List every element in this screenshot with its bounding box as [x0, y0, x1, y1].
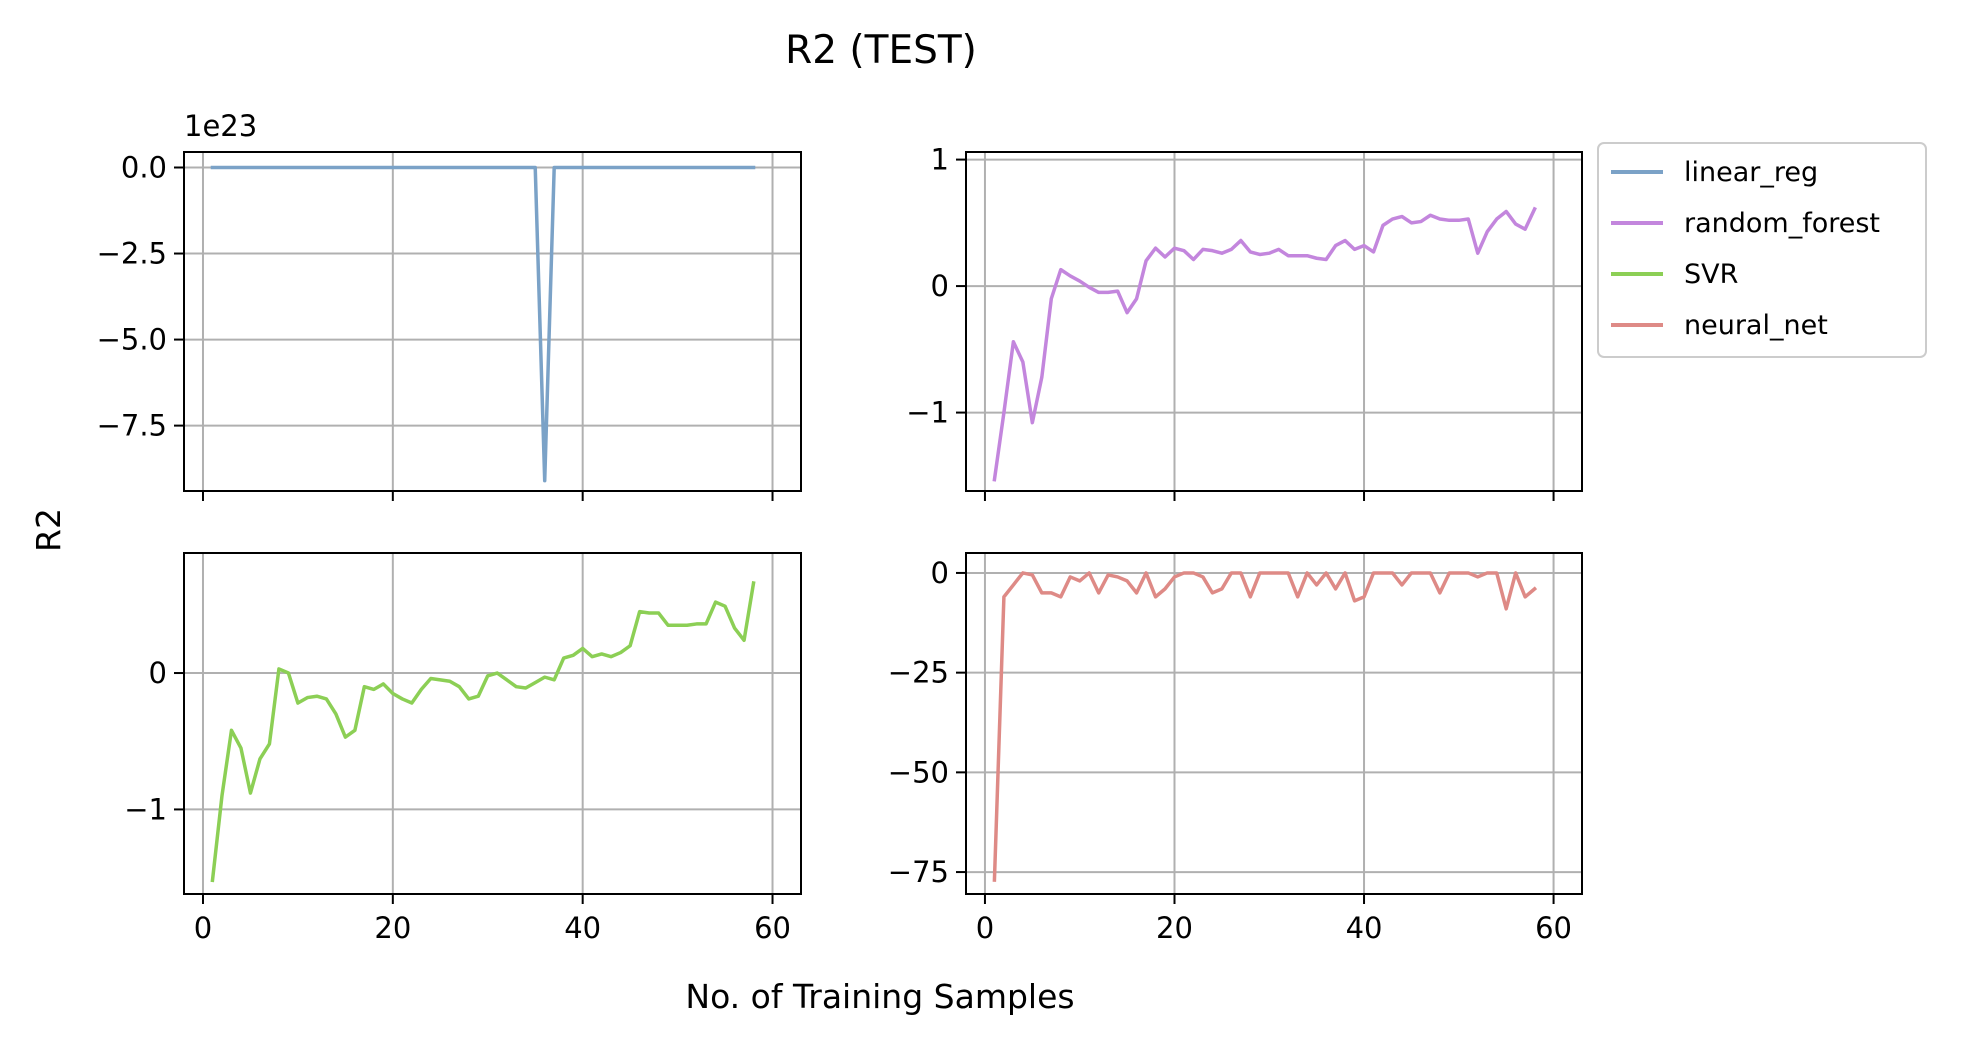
x-tick-label: 0: [194, 911, 212, 945]
axis-offset-text: 1e23: [184, 109, 257, 143]
y-tick-label: −1: [124, 792, 167, 826]
y-tick-label: 0.0: [121, 150, 167, 184]
legend: linear_reg random_forest SVR neural_net: [1597, 142, 1927, 358]
legend-label-neural-net: neural_net: [1684, 310, 1828, 341]
axes-frame: [965, 151, 1583, 492]
legend-frame: [1597, 142, 1927, 358]
y-tick-label: 0: [149, 656, 167, 690]
x-tick-label: 20: [374, 911, 411, 945]
panel-top-right: 1 0 −1: [906, 143, 1583, 501]
x-tick-label: 20: [1156, 911, 1193, 945]
y-tick-label: −75: [888, 855, 949, 889]
panel-top-left: 0.0 −2.5 −5.0 −7.5 1e23: [97, 109, 802, 501]
panel-bottom-left: 0 20 40 60 0 −1: [124, 552, 802, 945]
y-tick-label: −25: [888, 656, 949, 690]
axes-frame: [965, 552, 1583, 895]
legend-label-random-forest: random_forest: [1684, 208, 1880, 239]
y-tick-label: 1: [931, 143, 949, 177]
y-tick-label: 0: [931, 269, 949, 303]
x-tick-label: 40: [564, 911, 601, 945]
axes-frame: [183, 151, 802, 492]
y-tick-label: −5.0: [97, 323, 167, 357]
legend-label-linear-reg: linear_reg: [1684, 157, 1818, 188]
series-line-neural-net: [992, 571, 1538, 882]
y-tick-label: −50: [888, 755, 949, 789]
y-axis-label: R2: [29, 508, 68, 552]
panel-bottom-right: 0 20 40 60 0 −25 −50 −75: [888, 552, 1583, 945]
y-tick-label: 0: [931, 556, 949, 590]
x-tick-label: 60: [1535, 911, 1572, 945]
y-tick-label: −1: [906, 396, 949, 430]
x-tick-label: 0: [976, 911, 994, 945]
legend-label-SVR: SVR: [1684, 259, 1738, 290]
series-line-SVR: [210, 580, 756, 883]
x-tick-label: 60: [754, 911, 791, 945]
y-tick-label: −2.5: [97, 237, 167, 271]
figure-title: R2 (TEST): [785, 28, 977, 73]
series-line-random-forest: [992, 206, 1537, 482]
axes-frame: [183, 552, 802, 895]
y-tick-label: −7.5: [97, 409, 167, 443]
series-line-linear-reg: [210, 165, 756, 483]
x-tick-label: 40: [1346, 911, 1383, 945]
x-axis-label: No. of Training Samples: [685, 977, 1074, 1016]
